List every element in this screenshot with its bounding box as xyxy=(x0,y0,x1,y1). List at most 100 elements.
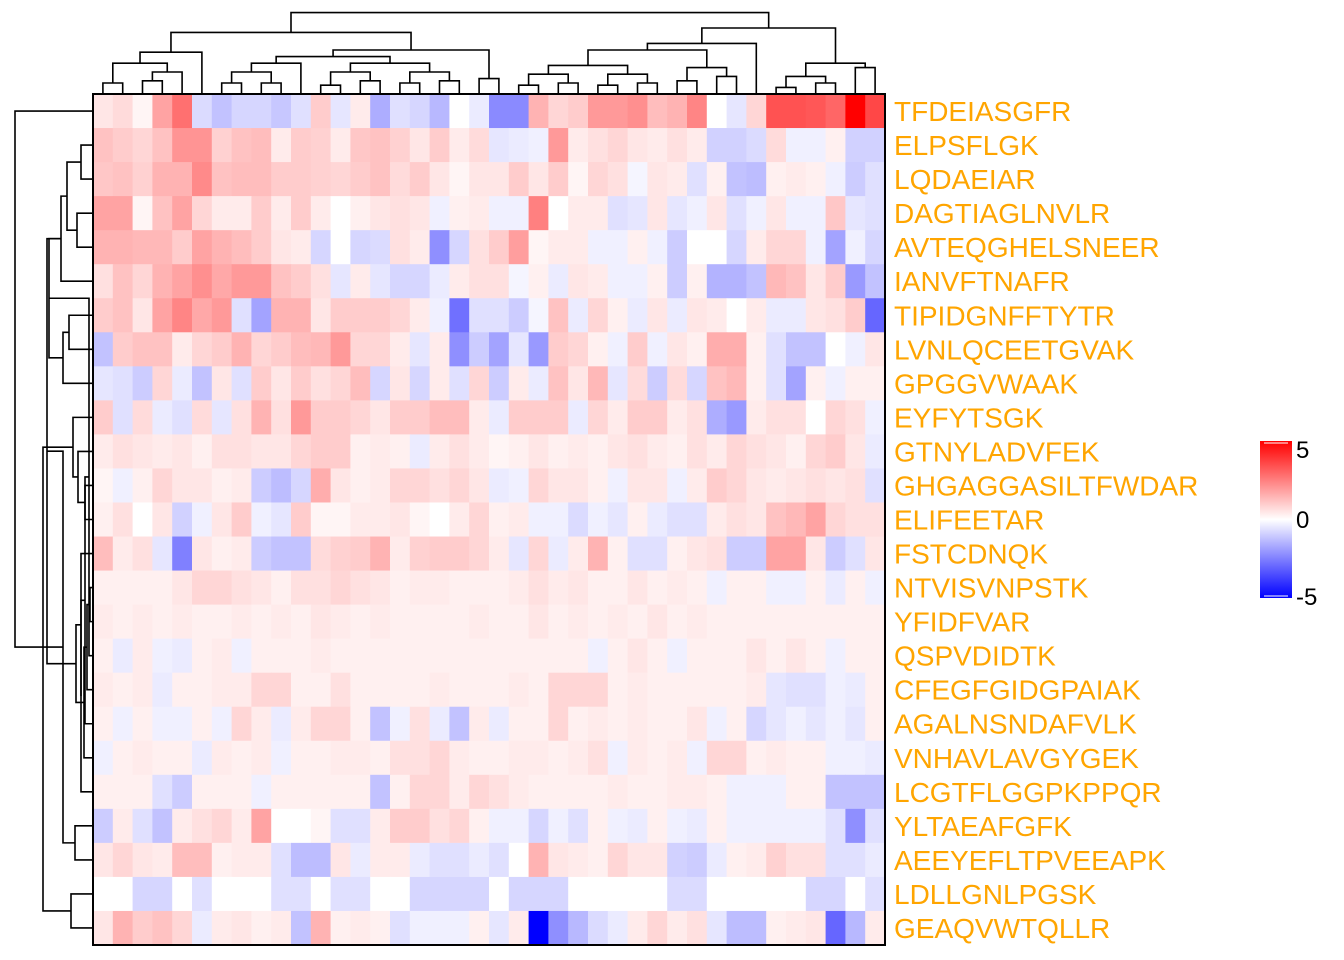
heatmap-cell xyxy=(429,842,450,878)
heatmap-cell xyxy=(825,298,846,333)
heatmap-cell xyxy=(805,706,827,742)
heatmap-cell xyxy=(706,400,728,435)
heatmap-cell xyxy=(607,468,629,504)
heatmap-cell xyxy=(726,638,747,674)
heatmap-cell xyxy=(330,876,351,912)
heatmap-cell xyxy=(469,570,490,606)
heatmap-cell xyxy=(291,128,312,163)
heatmap-cell xyxy=(805,366,827,401)
heatmap-cell xyxy=(192,570,213,606)
heatmap-cell xyxy=(112,672,134,708)
heatmap-cell xyxy=(588,604,609,640)
heatmap-cell xyxy=(310,468,332,504)
heatmap-cell xyxy=(291,434,312,470)
heatmap-cell xyxy=(726,536,747,572)
heatmap-cell xyxy=(350,570,371,606)
heatmap-cell xyxy=(786,162,807,197)
heatmap-cell xyxy=(251,502,272,538)
heatmap-cell xyxy=(568,672,589,708)
heatmap-cell xyxy=(746,604,767,640)
heatmap-cell xyxy=(687,536,708,572)
heatmap-cell xyxy=(647,876,668,912)
heatmap-cell xyxy=(726,876,747,912)
heatmap-cell xyxy=(508,536,530,572)
heatmap-cell xyxy=(350,876,371,912)
heatmap-cell xyxy=(330,502,351,538)
heatmap-cell xyxy=(271,434,292,470)
heatmap-cell xyxy=(786,774,807,810)
heatmap-cell xyxy=(508,842,530,878)
heatmap-cell xyxy=(291,400,312,435)
heatmap-cell xyxy=(152,570,173,606)
heatmap-cell xyxy=(766,366,787,401)
heatmap-cell xyxy=(687,808,708,844)
row-label: YFIDFVAR xyxy=(894,607,1030,638)
heatmap-cell xyxy=(350,434,371,470)
heatmap-cell xyxy=(429,740,450,776)
heatmap-cell xyxy=(845,366,866,401)
heatmap-cell xyxy=(409,94,431,129)
heatmap-cell xyxy=(647,604,668,640)
heatmap-cell xyxy=(291,298,312,333)
heatmap-cell xyxy=(805,672,827,708)
heatmap-cell xyxy=(172,94,193,129)
heatmap-cell xyxy=(786,910,807,946)
heatmap-cell xyxy=(548,366,569,401)
heatmap-cell xyxy=(152,502,173,538)
heatmap-cell xyxy=(865,162,886,197)
dendrogram-branch xyxy=(676,80,698,94)
heatmap-cell xyxy=(568,604,589,640)
heatmap-cell xyxy=(786,468,807,504)
heatmap-cell xyxy=(786,264,807,299)
heatmap-cell xyxy=(687,876,708,912)
heatmap-cell xyxy=(845,570,866,606)
heatmap-cell xyxy=(409,400,431,435)
heatmap-cell xyxy=(607,196,629,231)
heatmap-cell xyxy=(528,706,549,742)
heatmap-cell xyxy=(429,604,450,640)
heatmap-cell xyxy=(390,604,411,640)
heatmap-cell xyxy=(469,910,490,946)
heatmap-cell xyxy=(172,162,193,197)
heatmap-cell xyxy=(251,230,272,265)
dendrogram-branch xyxy=(547,64,629,75)
heatmap-cell xyxy=(845,910,866,946)
heatmap-cell xyxy=(687,264,708,299)
heatmap-cell xyxy=(231,162,252,197)
dendrogram-branch xyxy=(438,80,461,94)
heatmap-cell xyxy=(271,502,292,538)
heatmap-cell xyxy=(726,162,747,197)
heatmap-cell xyxy=(350,604,371,640)
heatmap-cell xyxy=(370,434,391,470)
heatmap-cell xyxy=(310,774,332,810)
heatmap-cell xyxy=(766,672,787,708)
heatmap-cell xyxy=(588,740,609,776)
heatmap-cell xyxy=(211,536,233,572)
heatmap-cell xyxy=(588,264,609,299)
heatmap-cell xyxy=(350,638,371,674)
heatmap-cell xyxy=(508,264,530,299)
dendrogram-branch xyxy=(80,552,93,697)
heatmap-cell xyxy=(528,638,549,674)
heatmap-cell xyxy=(449,536,470,572)
heatmap-cell xyxy=(469,434,490,470)
heatmap-cell xyxy=(390,502,411,538)
heatmap-cell xyxy=(251,298,272,333)
heatmap-cell xyxy=(489,876,510,912)
dendrogram-branch xyxy=(250,62,302,94)
heatmap-cell xyxy=(528,400,549,435)
heatmap-cell xyxy=(192,332,213,367)
heatmap-cell xyxy=(786,536,807,572)
heatmap-cell xyxy=(667,876,688,912)
heatmap-cell xyxy=(845,332,866,367)
heatmap-cell xyxy=(805,604,827,640)
heatmap-cell xyxy=(687,94,708,129)
heatmap-cell xyxy=(687,468,708,504)
heatmap-cell xyxy=(627,230,648,265)
dendrogram-branch xyxy=(275,55,391,64)
heatmap-cell xyxy=(805,264,827,299)
heatmap-cell xyxy=(231,740,252,776)
heatmap-cell xyxy=(627,842,648,878)
heatmap-cell xyxy=(568,502,589,538)
heatmap-cell xyxy=(805,876,827,912)
